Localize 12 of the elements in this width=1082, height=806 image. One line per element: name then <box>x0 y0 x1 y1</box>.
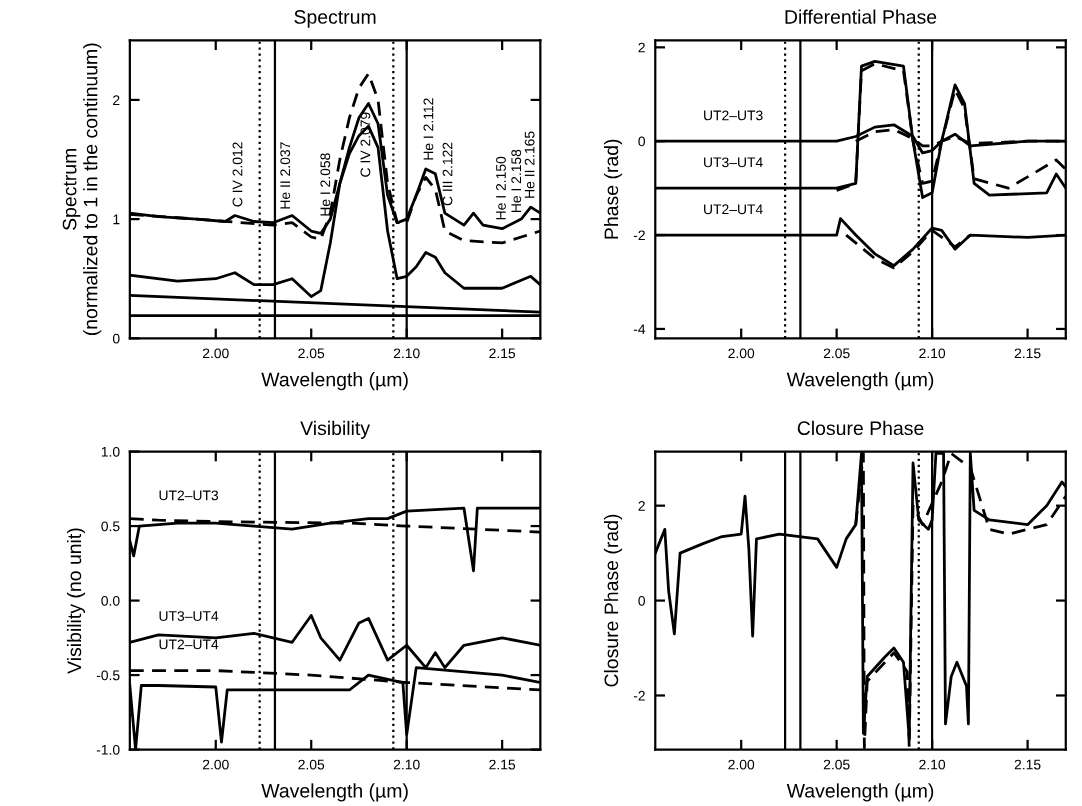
x-axis-title: Wavelength (µm) <box>261 783 408 802</box>
y-axis-title: Closure Phase (rad) <box>603 514 623 687</box>
chart-title: Differential Phase <box>785 9 937 24</box>
x-axis-title: Wavelength (µm) <box>786 372 934 391</box>
y-axis-title: Visibility (no unit) <box>66 528 86 674</box>
y-axis-title: Phase (rad) <box>603 139 623 239</box>
y-axis-title: Spectrum (normalized to 1 in the continuum) <box>62 43 102 336</box>
chart-title: Closure Phase <box>797 420 924 436</box>
chart-title: Spectrum <box>294 10 376 28</box>
x-axis-title: Wavelength (µm) <box>786 783 934 802</box>
x-axis-title: Wavelength (µm) <box>261 372 408 391</box>
chart-title: Visibility <box>300 420 370 439</box>
